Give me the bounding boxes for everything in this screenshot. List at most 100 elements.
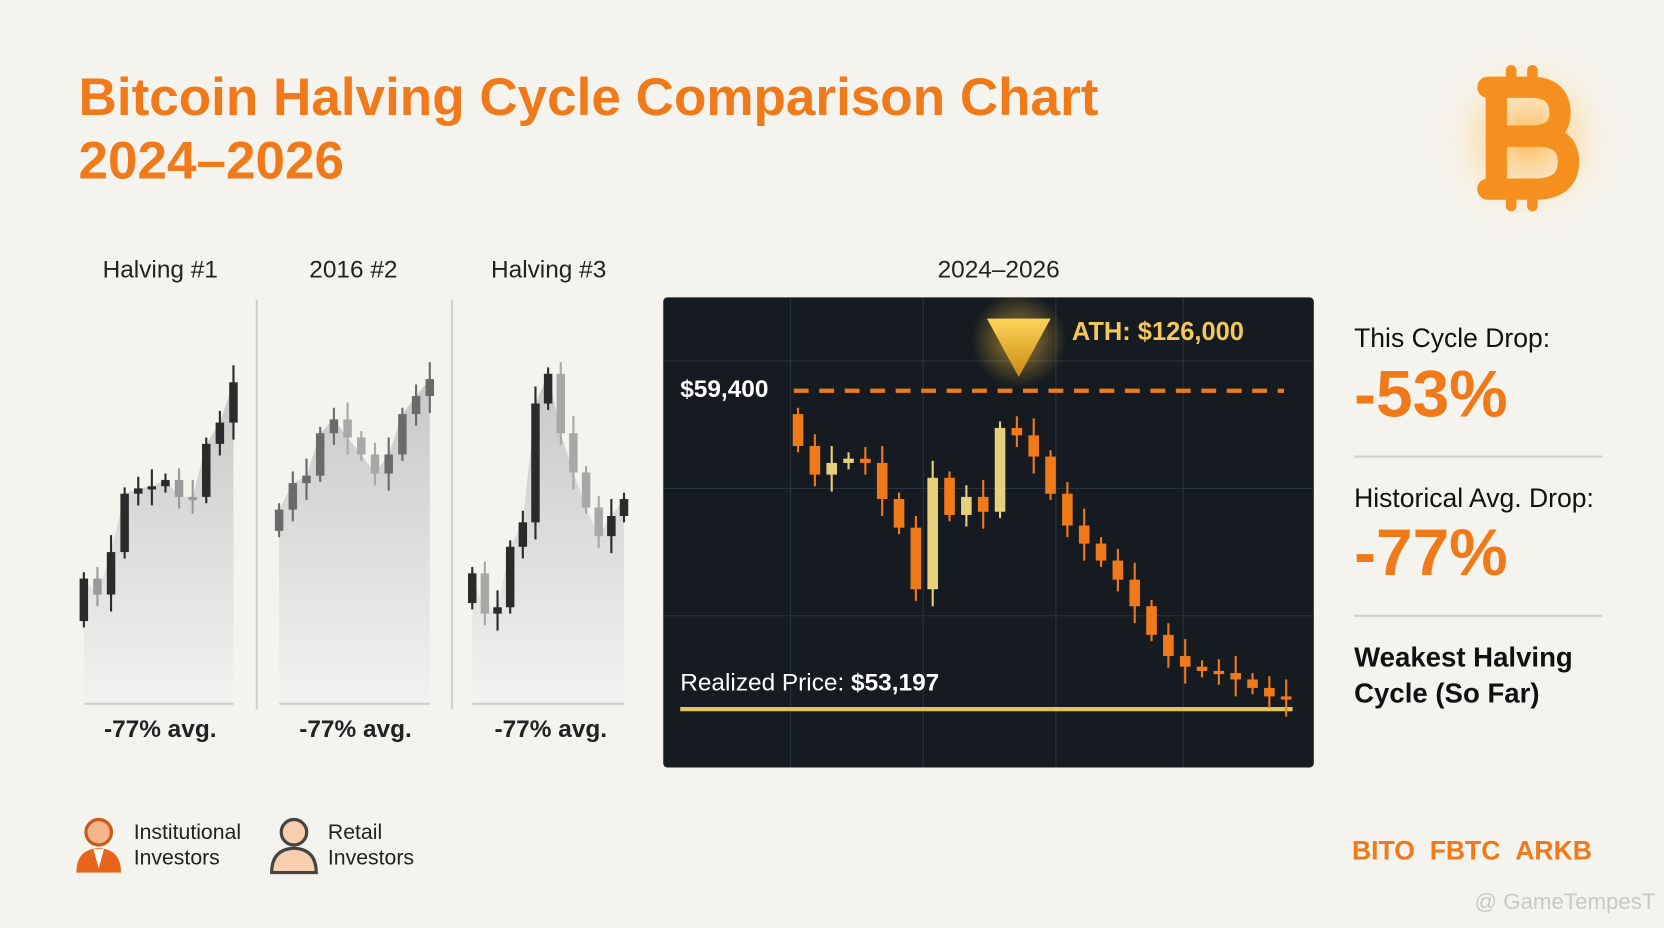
candle [79, 578, 89, 622]
candle [425, 379, 435, 397]
candle [826, 462, 838, 475]
legend-label: Retail [328, 821, 382, 844]
candle [505, 546, 515, 608]
candle [370, 454, 380, 474]
title: Bitcoin Halving Cycle Comparison Chart [79, 68, 1099, 127]
candle [607, 516, 616, 537]
candle [1095, 543, 1107, 561]
candle [188, 496, 197, 501]
panel-label: 2016 #2 [309, 256, 397, 283]
legend: Institutional Investors Retail Investors [76, 817, 414, 875]
legend-label: Investors [134, 846, 220, 869]
candle [93, 578, 102, 595]
candle [843, 458, 854, 463]
candle [1045, 456, 1056, 494]
candle [860, 458, 871, 463]
stats: This Cycle Drop: -53% Historical Avg. Dr… [1354, 323, 1603, 709]
panel-footer: -77% avg. [299, 716, 412, 743]
candle [106, 552, 116, 595]
note: Cycle (So Far) [1354, 678, 1539, 709]
candle [977, 496, 989, 512]
candle [274, 509, 284, 531]
ticker: ARKB [1515, 835, 1592, 865]
realized-text: Realized Price: [680, 670, 844, 697]
legend-label: Investors [328, 846, 414, 869]
candle [543, 373, 553, 404]
candle [581, 472, 591, 508]
candle [809, 445, 821, 475]
candle [468, 573, 477, 604]
candle [384, 454, 393, 474]
candle [927, 477, 939, 590]
realized-value: $53,197 [851, 670, 939, 697]
candle [398, 414, 407, 455]
candle [594, 507, 603, 537]
candle [893, 499, 905, 528]
candle [961, 496, 972, 515]
note: Weakest Halving [1354, 642, 1573, 673]
candle [1213, 670, 1225, 675]
candle [202, 443, 211, 497]
panel-footer: -77% avg. [495, 716, 608, 743]
retail-icon [270, 817, 318, 875]
candle [1280, 696, 1292, 700]
candle [493, 607, 502, 614]
candle [1062, 493, 1073, 526]
candle [288, 483, 298, 510]
candle [161, 479, 170, 487]
candle [1179, 656, 1191, 667]
candle [1230, 673, 1242, 680]
panel-label: 2024–2026 [938, 256, 1060, 283]
bitcoin-logo [1427, 37, 1629, 240]
candle [1028, 435, 1040, 457]
stat-label: Historical Avg. Drop: [1354, 483, 1594, 513]
candle [147, 486, 157, 490]
candle [315, 433, 325, 476]
candle [1011, 427, 1023, 436]
candle [1247, 679, 1258, 688]
candle [1163, 634, 1174, 657]
panel-label: Halving #3 [491, 256, 606, 283]
legend-label: Institutional [134, 821, 241, 844]
candle [518, 522, 528, 547]
candle [302, 475, 311, 484]
candle [1112, 560, 1124, 580]
candle [910, 527, 922, 590]
mini-charts: Halving #1 2016 #2 Halving #3 -77% avg. … [79, 256, 629, 743]
candle [792, 414, 804, 446]
candle [134, 488, 143, 494]
title: 2024–2026 [79, 132, 345, 191]
chart-panel [663, 297, 1314, 768]
ath-marker [986, 318, 1051, 377]
candle [1196, 666, 1208, 671]
ticker: BITO [1352, 835, 1415, 865]
stat-label: This Cycle Drop: [1354, 323, 1550, 353]
candle [480, 573, 490, 614]
main-chart: ATH: $126,000 $59,400 Realized Price: $5… [663, 292, 1314, 768]
ticker: FBTC [1430, 835, 1501, 865]
institutional-icon [76, 817, 121, 873]
candle [569, 433, 578, 473]
candle [531, 403, 540, 523]
stat-value: -53% [1354, 357, 1508, 431]
candle [343, 419, 352, 438]
candle [229, 382, 238, 423]
candle [619, 499, 629, 516]
candle [329, 419, 339, 434]
watermark: @ GameTempesT [1475, 889, 1656, 914]
candle [1264, 687, 1275, 697]
candle [411, 396, 421, 415]
tickers: BITO FBTC ARKB [1352, 835, 1592, 865]
stat-value: -77% [1354, 515, 1508, 589]
candle [174, 479, 184, 497]
area [83, 382, 234, 704]
ath-label: ATH: $126,000 [1072, 318, 1244, 346]
candle [215, 422, 225, 444]
panel-label: Halving #1 [103, 256, 218, 283]
candle [944, 477, 955, 515]
candle [1078, 525, 1090, 544]
realized-label: Realized Price: $53,197 [680, 670, 939, 697]
area [472, 373, 624, 704]
